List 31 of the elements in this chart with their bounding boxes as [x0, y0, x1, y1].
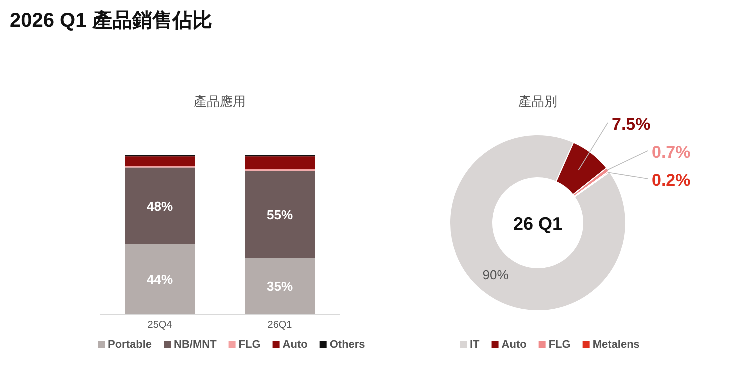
donut-slice	[450, 134, 626, 312]
legend-label: Metalens	[592, 339, 640, 351]
data-label: 90%	[482, 267, 510, 282]
legend-label: Portable	[108, 339, 152, 351]
bar	[245, 156, 315, 170]
bar	[125, 244, 195, 314]
donut-slice	[556, 142, 608, 196]
x-tick-label: 26Q1	[268, 320, 293, 331]
bar	[125, 156, 195, 166]
legend-label: NB/MNT	[174, 339, 218, 351]
x-tick-label: 25Q4	[148, 320, 173, 331]
legend-label: Others	[330, 339, 366, 351]
bar	[245, 170, 315, 258]
chart-title: 產品別	[518, 94, 558, 109]
data-label: 0.2%	[652, 171, 691, 190]
bar	[125, 168, 195, 244]
data-label: 44%	[146, 272, 174, 288]
data-label: 55%	[266, 208, 294, 223]
chart-title: 2026 Q1 產品銷售佔比	[10, 9, 212, 32]
data-label: 7.5%	[612, 115, 651, 134]
legend-label: Auto	[282, 339, 308, 351]
data-label: 48%	[146, 198, 174, 214]
legend-label: FLG	[548, 339, 571, 351]
legend-label: IT	[470, 339, 480, 351]
data-label: 35%	[266, 279, 294, 294]
legend-label: Auto	[502, 339, 528, 351]
chart-subtitle: 產品應用	[194, 94, 246, 109]
bar	[245, 258, 315, 314]
text: 26 Q1	[513, 214, 563, 234]
legend-label: FLG	[238, 339, 261, 351]
data-label: 0.7%	[652, 143, 691, 162]
